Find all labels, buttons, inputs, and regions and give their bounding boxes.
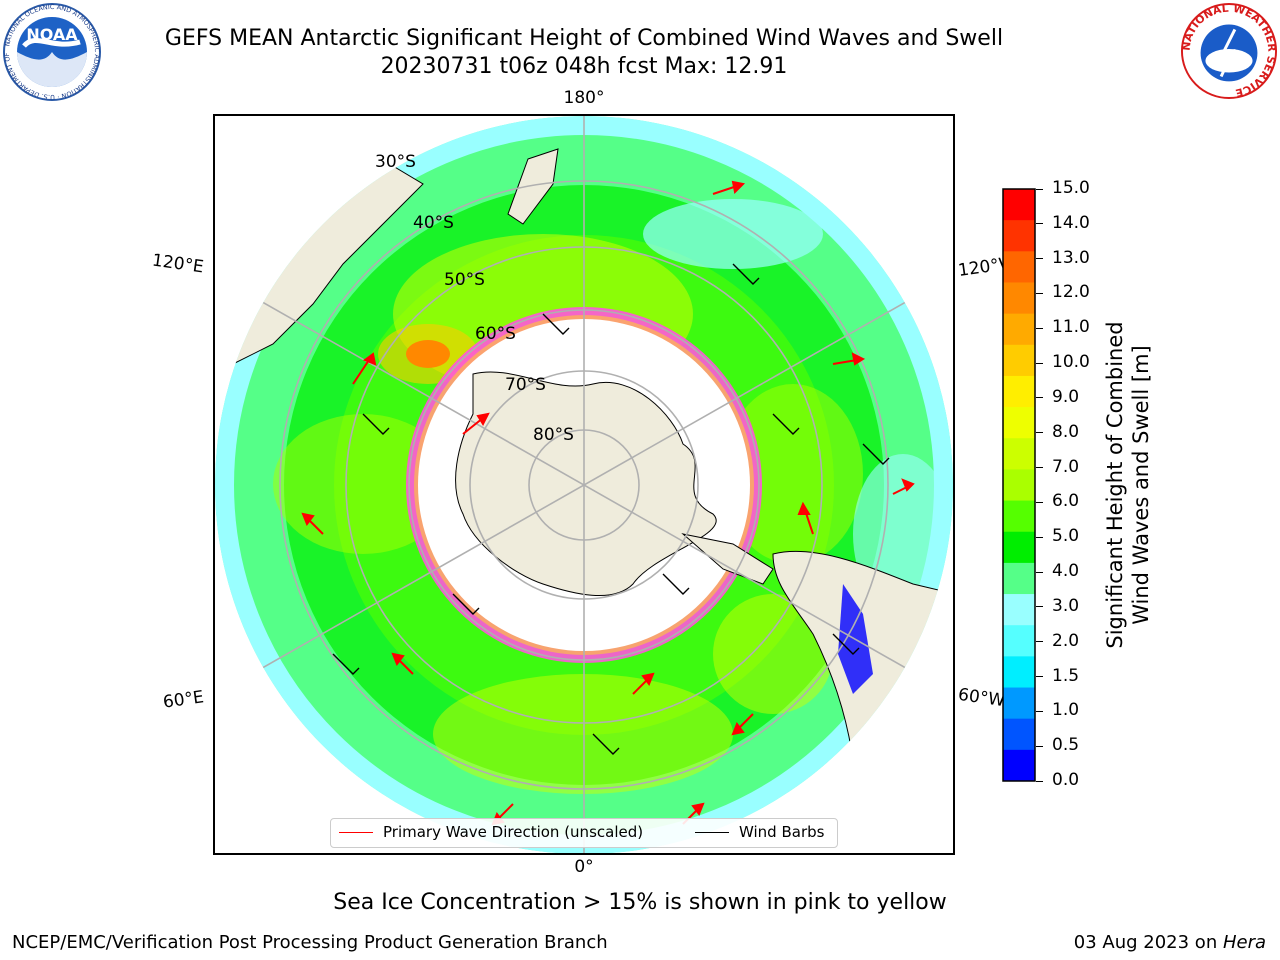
lat-label-80s: 80°S: [533, 425, 574, 445]
lat-label-60s: 60°S: [475, 324, 516, 344]
nws-logo: NATIONAL WEATHER SERVICE: [1180, 2, 1278, 100]
colorbar-segment: [1003, 282, 1035, 315]
colorbar-tick-mark: [1036, 780, 1043, 782]
colorbar-segment: [1003, 313, 1035, 346]
colorbar-tick-label: 5.0: [1052, 526, 1080, 547]
antarctic-wave-height-map: [213, 114, 955, 855]
colorbar-tick-mark: [1036, 327, 1043, 329]
wave-direction-legend-label: Primary Wave Direction (unscaled): [383, 823, 644, 841]
colorbar-tick-mark: [1036, 258, 1043, 260]
colorbar-segment: [1003, 220, 1035, 252]
colorbar-segment: [1003, 438, 1035, 470]
colorbar-tick-label: 2.0: [1052, 630, 1080, 651]
colorbar-tick-label: 4.0: [1052, 561, 1080, 582]
colorbar-segment: [1003, 562, 1035, 595]
lon-label-60w: 60°W: [956, 684, 1007, 712]
footer-date-text: 03 Aug 2023 on: [1073, 932, 1223, 953]
colorbar-segment: [1003, 687, 1035, 720]
colorbar: [1002, 188, 1036, 782]
colorbar-tick-mark: [1036, 745, 1043, 747]
colorbar-tick-label: 1.0: [1052, 700, 1080, 721]
lat-label-50s: 50°S: [444, 270, 485, 290]
colorbar-segment: [1003, 407, 1035, 439]
colorbar-tick-mark: [1036, 710, 1043, 712]
colorbar-tick-mark: [1036, 188, 1043, 190]
footer-credit: NCEP/EMC/Verification Post Processing Pr…: [12, 932, 608, 953]
colorbar-tick-mark: [1036, 397, 1043, 399]
colorbar-tick-label: 1.5: [1052, 665, 1080, 686]
colorbar-tick-label: 14.0: [1052, 212, 1090, 233]
colorbar-label-line2: Wind Waves and Swell [m]: [1129, 345, 1153, 625]
colorbar-segment: [1003, 469, 1035, 502]
colorbar-segment: [1003, 500, 1035, 533]
colorbar-tick-mark: [1036, 641, 1043, 643]
map-legend: Primary Wave Direction (unscaled) Wind B…: [330, 818, 838, 848]
colorbar-label: Significant Height of Combined Wind Wave…: [1102, 275, 1154, 695]
noaa-logo: NATIONAL OCEANIC AND ATMOSPHERIC ADMINIS…: [2, 2, 101, 101]
colorbar-tick-mark: [1036, 292, 1043, 294]
colorbar-segment: [1003, 189, 1035, 221]
colorbar-tick-label: 7.0: [1052, 456, 1080, 477]
map-subtitle: 20230731 t06z 048h fcst Max: 12.91: [380, 54, 788, 79]
colorbar-tick-mark: [1036, 223, 1043, 225]
lat-label-40s: 40°S: [413, 213, 454, 233]
colorbar-tick-mark: [1036, 432, 1043, 434]
wind-barbs-legend-line: [695, 832, 729, 833]
colorbar-segment: [1003, 375, 1035, 408]
colorbar-tick-label: 15.0: [1052, 178, 1090, 198]
colorbar-segment: [1003, 251, 1035, 283]
colorbar-tick-label: 0.5: [1052, 735, 1080, 756]
lat-label-70s: 70°S: [505, 375, 546, 395]
colorbar-segment: [1003, 656, 1035, 689]
colorbar-tick-label: 0.0: [1052, 770, 1080, 790]
colorbar-tick-mark: [1036, 571, 1043, 573]
colorbar-tick-label: 8.0: [1052, 421, 1080, 442]
colorbar-segment: [1003, 749, 1035, 782]
colorbar-tick-label: 10.0: [1052, 352, 1090, 373]
colorbar-tick-mark: [1036, 606, 1043, 608]
colorbar-tick-mark: [1036, 501, 1043, 503]
colorbar-tick-label: 11.0: [1052, 317, 1090, 338]
lon-label-0: 0°: [574, 857, 594, 877]
footer-date: 03 Aug 2023 on Hera: [1074, 932, 1266, 953]
lon-label-180: 180°: [563, 88, 605, 108]
colorbar-label-line1: Significant Height of Combined: [1103, 321, 1127, 649]
svg-text:NOAA: NOAA: [26, 25, 78, 44]
colorbar-segment: [1003, 625, 1035, 657]
colorbar-segment: [1003, 594, 1035, 626]
wind-barbs-legend-label: Wind Barbs: [739, 823, 825, 841]
colorbar-segment: [1003, 718, 1035, 751]
colorbar-segment: [1003, 344, 1035, 377]
colorbar-tick-label: 3.0: [1052, 595, 1080, 616]
colorbar-tick-mark: [1036, 362, 1043, 364]
colorbar-tick-mark: [1036, 536, 1043, 538]
sea-ice-note: Sea Ice Concentration > 15% is shown in …: [333, 890, 947, 915]
colorbar-segment: [1003, 531, 1035, 564]
lat-label-30s: 30°S: [375, 152, 416, 172]
lon-label-60e: 60°E: [161, 687, 206, 713]
colorbar-tick-label: 12.0: [1052, 282, 1090, 303]
footer-host: Hera: [1222, 932, 1266, 953]
colorbar-tick-label: 13.0: [1052, 247, 1090, 268]
wave-direction-legend-line: [339, 832, 373, 833]
colorbar-tick-mark: [1036, 676, 1043, 678]
colorbar-tick-label: 6.0: [1052, 491, 1080, 512]
lon-label-120e: 120°E: [150, 250, 205, 278]
colorbar-tick-mark: [1036, 467, 1043, 469]
map-title: GEFS MEAN Antarctic Significant Height o…: [164, 26, 1004, 51]
colorbar-tick-label: 9.0: [1052, 386, 1080, 407]
